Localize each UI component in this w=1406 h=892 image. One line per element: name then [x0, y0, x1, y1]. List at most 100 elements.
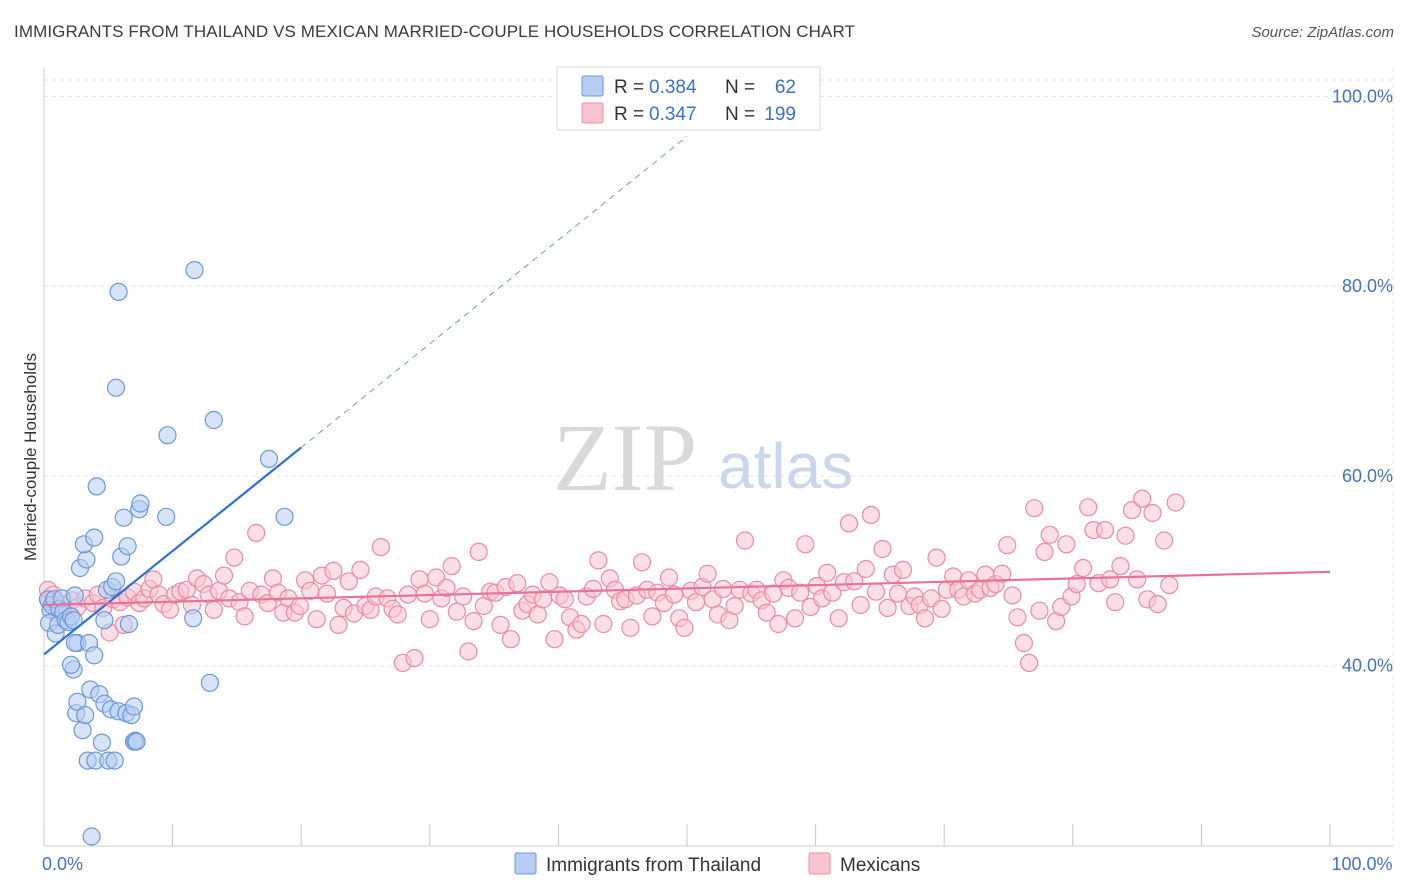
- mexicans-point-126: [713, 579, 733, 599]
- mexicans-point-197: [1100, 570, 1120, 589]
- mexicans-point-59: [351, 560, 370, 580]
- thailand-point-23: [77, 550, 96, 569]
- thailand-point-41: [105, 751, 124, 770]
- legend-swatch-mexicans: [581, 102, 604, 124]
- bottom-legend-label-mexicans: Mexicans: [840, 855, 920, 876]
- mexicans-point-71: [415, 584, 434, 603]
- legend-r-label-mexicans: R =: [614, 104, 644, 125]
- thailand-point-51: [124, 697, 144, 716]
- mexicans-point-102: [583, 579, 603, 599]
- thailand-point-65: [275, 507, 294, 526]
- mexicans-point-196: [1095, 520, 1115, 540]
- legend-r-label-thailand: R =: [614, 77, 644, 98]
- mexicans-point-34: [214, 566, 234, 585]
- legend-swatch-thailand: [581, 75, 604, 97]
- mexicans-point-111: [632, 553, 652, 572]
- mexicans-point-141: [796, 535, 815, 554]
- mexicans-point-136: [769, 614, 788, 634]
- mexicans-point-156: [878, 598, 897, 618]
- mexicans-point-53: [317, 584, 336, 603]
- legend-n-label-thailand: N =: [725, 77, 755, 98]
- trend-line-thailand: [43, 446, 302, 656]
- mexicans-point-151: [851, 595, 870, 615]
- mexicans-point-38: [235, 607, 254, 626]
- y-tick-label-0: 40.0%: [1342, 656, 1393, 676]
- bottom-legend-swatch-thailand: [514, 852, 537, 875]
- mexicans-point-209: [1166, 493, 1185, 512]
- series-thailand: [38, 261, 294, 846]
- mexicans-point-165: [927, 548, 946, 567]
- mexicans-point-128: [725, 596, 744, 616]
- mexicans-point-55: [329, 615, 348, 635]
- mexicans-point-78: [454, 587, 473, 606]
- y-tick-labels: 40.0% 60.0% 80.0% 100.0%: [1332, 86, 1393, 675]
- watermark-atlas: atlas: [718, 430, 853, 502]
- mexicans-point-199: [1111, 556, 1130, 576]
- mexicans-point-166: [932, 599, 951, 618]
- thailand-point-34: [92, 733, 112, 752]
- mexicans-point-147: [829, 609, 848, 628]
- thailand-point-45: [114, 508, 133, 527]
- mexicans-point-150: [845, 572, 864, 591]
- mexicans-point-163: [915, 609, 935, 628]
- trend-line-thailand-extension: [300, 135, 688, 448]
- thailand-point-18: [68, 692, 87, 711]
- mexicans-point-77: [447, 602, 466, 621]
- mexicans-point-117: [664, 585, 684, 604]
- mexicans-point-97: [555, 590, 574, 609]
- mexicans-point-183: [1025, 499, 1044, 518]
- source-credit: Source: ZipAtlas.com: [1251, 24, 1394, 41]
- thailand-point-64: [259, 449, 279, 468]
- mexicans-point-189: [1057, 535, 1076, 554]
- mexicans-point-159: [893, 560, 913, 580]
- mexicans-point-192: [1073, 558, 1093, 578]
- mexicans-point-76: [442, 556, 461, 576]
- mexicans-point-21: [144, 570, 163, 589]
- mexicans-point-123: [698, 564, 717, 583]
- mexicans-point-185: [1035, 542, 1054, 562]
- mexicans-point-155: [873, 539, 892, 559]
- thailand-point-62: [200, 673, 219, 692]
- mexicans-point-51: [307, 610, 326, 629]
- thailand-point-66: [82, 827, 101, 846]
- y-tick-label-2: 80.0%: [1342, 276, 1393, 296]
- mexicans-point-87: [501, 630, 520, 649]
- thailand-point-31: [85, 646, 104, 665]
- thailand-point-24: [76, 705, 95, 725]
- mexicans-point-100: [572, 614, 591, 634]
- mexicans-point-121: [686, 593, 706, 612]
- thailand-point-35: [95, 611, 114, 630]
- watermark: ZIP atlas: [553, 404, 853, 511]
- mexicans-point-201: [1122, 501, 1142, 520]
- trend-lines: [43, 135, 1331, 656]
- mexicans-point-54: [324, 561, 343, 581]
- mexicans-point-198: [1106, 593, 1125, 612]
- thailand-point-29: [85, 528, 104, 547]
- mexicans-point-154: [866, 582, 886, 601]
- chart-title: IMMIGRANTS FROM THAILAND VS MEXICAN MARR…: [14, 22, 855, 41]
- mexicans-point-92: [528, 605, 547, 624]
- mexicans-point-181: [1014, 633, 1034, 653]
- legend-n-label-mexicans: N =: [725, 104, 755, 125]
- mexicans-point-193: [1079, 498, 1098, 517]
- mexicans-point-205: [1143, 503, 1162, 523]
- mexicans-point-140: [791, 583, 810, 602]
- series-legend: Immigrants from Thailand Mexicans: [514, 852, 920, 876]
- x-minor-ticks: [43, 824, 1331, 846]
- mexicans-point-139: [785, 609, 805, 628]
- mexicans-point-57: [339, 572, 358, 591]
- mexicans-point-24: [160, 600, 180, 619]
- series-mexicans: [38, 489, 1185, 673]
- thailand-point-61: [185, 261, 204, 280]
- mexicans-point-149: [839, 514, 859, 533]
- mexicans-point-153: [861, 505, 881, 525]
- mexicans-point-119: [675, 618, 694, 637]
- mexicans-point-186: [1040, 525, 1059, 544]
- mexicans-point-36: [225, 548, 244, 567]
- mexicans-point-134: [757, 603, 776, 622]
- mexicans-point-95: [545, 630, 564, 649]
- bottom-legend-swatch-mexicans: [808, 852, 831, 875]
- y-tick-label-1: 60.0%: [1342, 466, 1393, 486]
- mexicans-point-69: [405, 648, 424, 668]
